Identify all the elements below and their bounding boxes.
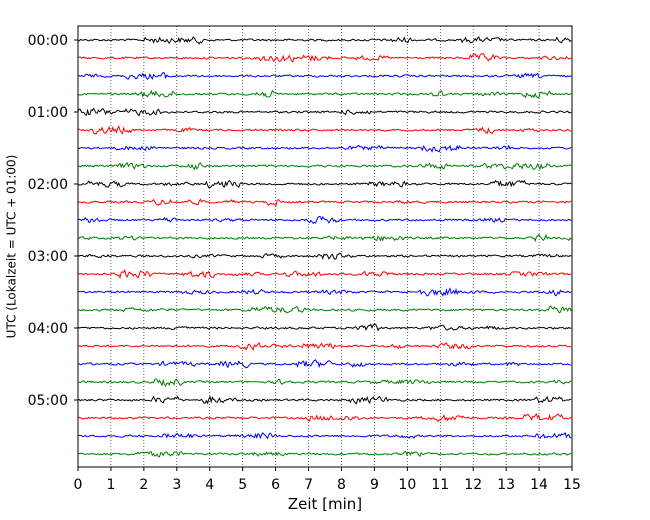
trace-0230: [77, 216, 572, 224]
y-axis-ticks: 00:00 01:00 02:00 03:00 04:00 05:00: [28, 33, 78, 409]
x-tick-label: 13: [497, 477, 515, 493]
trace-0330: [77, 287, 572, 297]
x-tick-label: 9: [370, 477, 379, 493]
trace-0015: [77, 53, 572, 63]
trace-0300: [77, 252, 572, 260]
trace-0315: [77, 268, 572, 280]
x-tick-label: 7: [304, 477, 313, 493]
trace-0515: [77, 413, 572, 423]
x-tick-label: 1: [106, 477, 115, 493]
trace-0400: [77, 323, 572, 332]
y-axis-label: UTC (Lokalzeit = UTC + 01:00): [5, 155, 19, 339]
x-axis-label: Zeit [min]: [288, 495, 362, 513]
y-tick-label: 00:00: [28, 33, 68, 49]
y-tick-label: 04:00: [28, 321, 68, 337]
trace-0430: [77, 359, 572, 369]
trace-0215: [77, 198, 572, 207]
x-tick-label: 3: [172, 477, 181, 493]
x-tick-label: 12: [464, 477, 482, 493]
x-tick-label: 10: [398, 477, 416, 493]
trace-0345: [77, 305, 572, 314]
trace-0000: [77, 36, 572, 45]
x-tick-label: 11: [431, 477, 449, 493]
x-tick-label: 2: [139, 477, 148, 493]
trace-0415: [77, 342, 572, 352]
x-tick-label: 0: [74, 477, 83, 493]
seismic-traces: [77, 36, 572, 458]
trace-0200: [77, 179, 572, 189]
y-tick-label: 01:00: [28, 105, 68, 121]
trace-0530: [77, 431, 572, 440]
x-tick-label: 8: [337, 477, 346, 493]
y-tick-label: 02:00: [28, 177, 68, 193]
trace-0500: [77, 395, 572, 405]
x-tick-label: 4: [205, 477, 214, 493]
trace-0130: [77, 144, 572, 153]
x-tick-label: 6: [271, 477, 280, 493]
y-tick-label: 03:00: [28, 249, 68, 265]
plot-frame: [77, 25, 573, 468]
y-tick-label: 05:00: [28, 393, 68, 409]
trace-0045: [77, 89, 572, 99]
trace-0245: [77, 233, 572, 243]
trace-0030: [77, 71, 572, 80]
x-tick-label: 14: [530, 477, 548, 493]
trace-0445: [77, 378, 572, 387]
trace-0145: [77, 162, 572, 171]
trace-0115: [77, 125, 572, 135]
trace-0100: [77, 107, 572, 117]
x-axis-ticks: 0 1 2 3 4 5 6 7 8 9 10 11 12 13 14 15: [74, 467, 581, 493]
x-tick-label: 5: [238, 477, 247, 493]
trace-0545: [77, 450, 572, 458]
x-tick-label: 15: [563, 477, 581, 493]
